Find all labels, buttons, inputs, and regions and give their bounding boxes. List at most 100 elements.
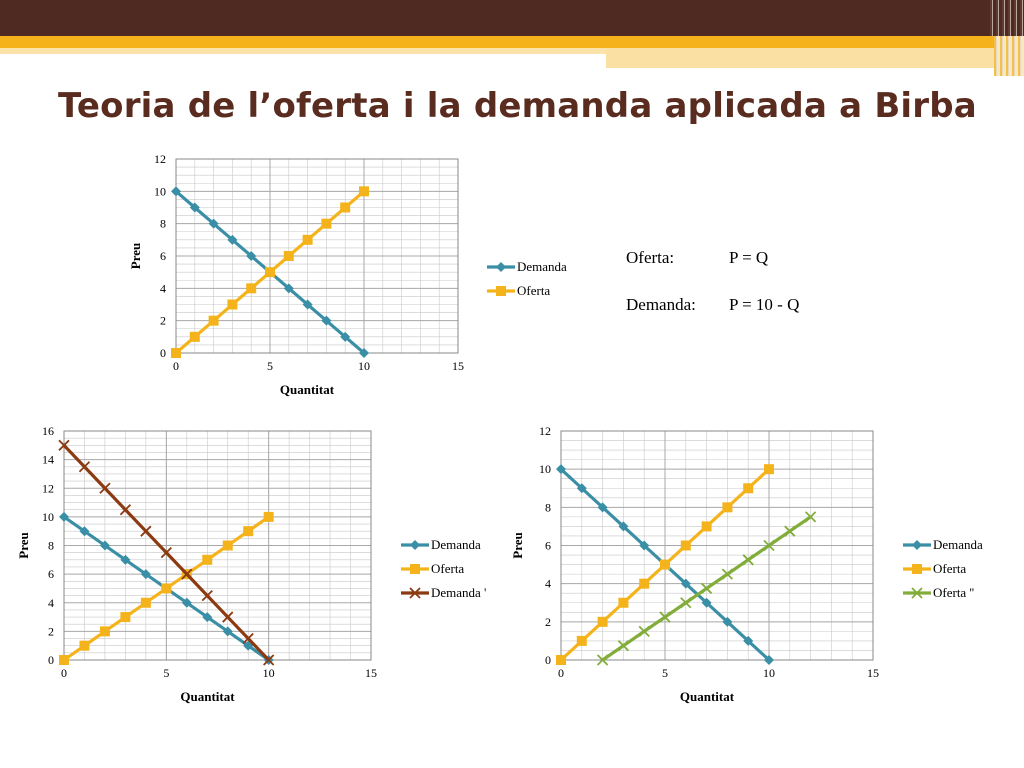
y-tick-label: 12 bbox=[539, 424, 551, 438]
data-point bbox=[660, 559, 670, 570]
data-point bbox=[700, 582, 713, 595]
legend-label: Oferta bbox=[517, 283, 550, 298]
y-tick-label: 10 bbox=[42, 510, 54, 524]
y-tick-label: 12 bbox=[154, 152, 166, 166]
x-tick-label: 10 bbox=[263, 666, 275, 680]
data-point bbox=[58, 439, 70, 451]
legend-entry: Oferta bbox=[903, 561, 966, 576]
data-point bbox=[804, 511, 817, 523]
data-point bbox=[639, 578, 650, 589]
data-point bbox=[120, 554, 131, 565]
data-point bbox=[160, 547, 172, 559]
data-point bbox=[283, 251, 294, 261]
legend-marker bbox=[496, 262, 506, 272]
data-point bbox=[140, 525, 152, 537]
y-tick-label: 6 bbox=[160, 249, 166, 263]
demanda-equation-label: Demanda: bbox=[626, 295, 696, 314]
data-point bbox=[119, 504, 132, 516]
legend-entry: Oferta bbox=[401, 561, 464, 576]
data-point bbox=[161, 583, 172, 594]
y-tick-label: 8 bbox=[48, 539, 54, 553]
data-point bbox=[227, 234, 238, 245]
x-axis-title: Quantitat bbox=[280, 382, 335, 397]
data-point bbox=[222, 626, 233, 637]
x-tick-label: 0 bbox=[173, 359, 179, 373]
chart-3: 0 5 10 15 0 2 4 6 8 10 12 Quantitat Preu Demanda Ofert… bbox=[510, 424, 983, 704]
data-point bbox=[227, 299, 238, 310]
data-point bbox=[701, 521, 712, 532]
data-point bbox=[59, 511, 69, 522]
chart-2: 0 5 10 15 0 2 4 6 8 10 12 14 16 Quantitat Preu Demanda O… bbox=[16, 424, 486, 704]
data-point bbox=[597, 502, 608, 513]
series-demanda bbox=[58, 439, 275, 666]
data-point bbox=[556, 655, 566, 665]
legend-label: Demanda bbox=[933, 537, 983, 552]
y-axis-title: Preu bbox=[510, 532, 525, 558]
series-oferta bbox=[556, 464, 774, 665]
x-tick-label: 5 bbox=[662, 666, 668, 680]
data-point bbox=[596, 654, 609, 666]
plot-area-border bbox=[175, 158, 459, 354]
data-point bbox=[202, 554, 213, 565]
x-tick-label: 0 bbox=[558, 666, 564, 680]
legend-label: Oferta bbox=[933, 561, 966, 576]
x-tick-label: 5 bbox=[267, 359, 273, 373]
accent-band-stripes bbox=[994, 36, 1024, 76]
data-point bbox=[721, 568, 734, 580]
legend-marker bbox=[912, 564, 922, 574]
legend-marker bbox=[410, 564, 420, 574]
x-tick-label: 10 bbox=[763, 666, 775, 680]
data-point bbox=[263, 654, 275, 666]
legend-marker bbox=[410, 540, 420, 550]
x-axis-title: Quantitat bbox=[680, 689, 735, 704]
chart-1: 0 5 10 15 0 2 4 6 8 10 12 Quantitat Preu Demanda Ofert… bbox=[128, 152, 567, 397]
legend-entry: Oferta '' bbox=[903, 585, 974, 600]
y-tick-label: 4 bbox=[160, 281, 166, 295]
y-tick-label: 8 bbox=[545, 500, 551, 514]
accent-band-right bbox=[606, 48, 1024, 68]
legend-entry: Demanda bbox=[487, 259, 567, 274]
data-point bbox=[140, 597, 151, 608]
x-tick-label: 10 bbox=[358, 359, 370, 373]
data-point bbox=[246, 251, 257, 261]
legend-label: Demanda bbox=[517, 259, 567, 274]
data-point bbox=[171, 186, 181, 197]
legend-entry: Demanda ' bbox=[401, 585, 486, 600]
legend-marker bbox=[409, 587, 421, 599]
x-tick-label: 15 bbox=[452, 359, 464, 373]
data-point bbox=[321, 315, 332, 326]
data-point bbox=[556, 464, 566, 475]
data-point bbox=[743, 483, 754, 494]
data-point bbox=[617, 640, 630, 652]
y-tick-label: 8 bbox=[160, 217, 166, 231]
data-point bbox=[784, 525, 796, 537]
x-tick-label: 15 bbox=[365, 666, 377, 680]
data-point bbox=[659, 611, 671, 623]
y-axis-title: Preu bbox=[16, 532, 31, 558]
series-oferta bbox=[596, 511, 817, 666]
data-point bbox=[638, 625, 650, 638]
legend-label: Oferta bbox=[431, 561, 464, 576]
accent-band bbox=[0, 36, 1024, 48]
data-point bbox=[202, 612, 213, 623]
data-point bbox=[321, 218, 332, 229]
data-point bbox=[79, 526, 90, 537]
legend-entry: Demanda bbox=[903, 537, 983, 552]
data-point bbox=[283, 283, 294, 294]
data-point bbox=[576, 483, 587, 494]
data-point bbox=[263, 511, 274, 522]
data-point bbox=[189, 331, 200, 342]
x-tick-label: 5 bbox=[163, 666, 169, 680]
data-point bbox=[222, 540, 233, 551]
oferta-equation-formula: P = Q bbox=[729, 248, 769, 267]
data-point bbox=[99, 626, 110, 637]
data-point bbox=[340, 331, 351, 342]
y-tick-label: 16 bbox=[42, 424, 54, 438]
y-axis-title: Preu bbox=[128, 243, 143, 269]
data-point bbox=[763, 539, 775, 552]
data-point bbox=[189, 202, 200, 213]
plot-area-border bbox=[560, 430, 874, 661]
data-point bbox=[242, 632, 254, 645]
data-point bbox=[359, 186, 369, 197]
